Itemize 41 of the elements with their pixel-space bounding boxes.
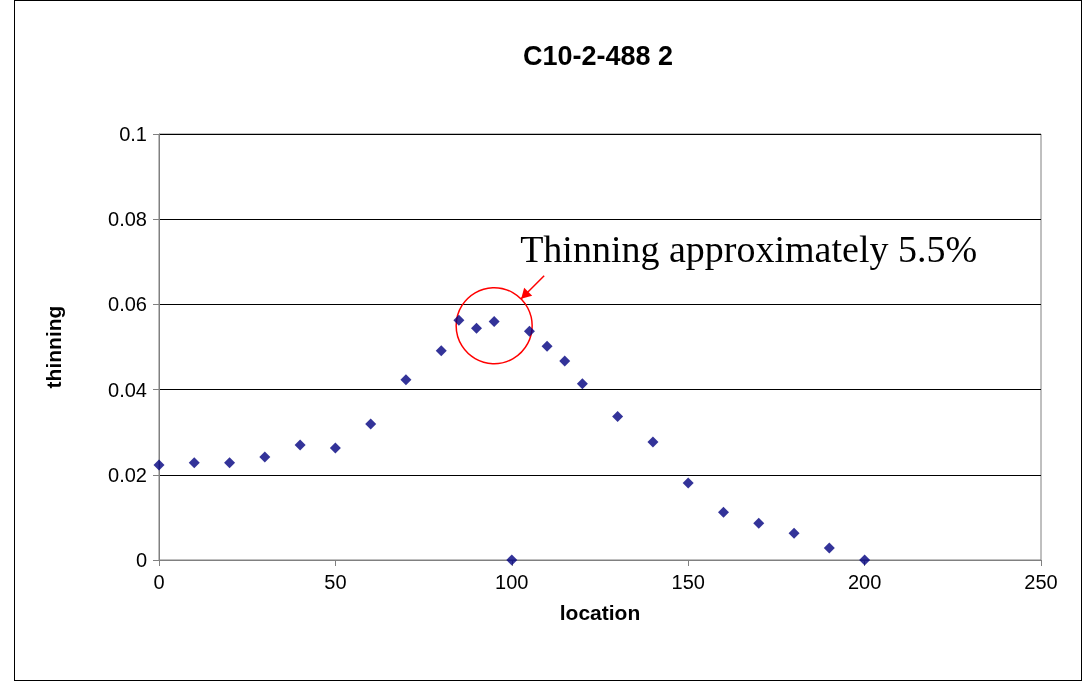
point xyxy=(788,527,800,539)
annotation: Thinning approximately 5.5% xyxy=(520,227,978,270)
y-tick-label: 0.02 xyxy=(108,463,147,486)
point xyxy=(471,322,483,334)
x-tick-label: 0 xyxy=(153,571,165,593)
point xyxy=(576,378,588,390)
x-tick-label: 250 xyxy=(1024,571,1058,593)
point xyxy=(753,517,765,529)
point xyxy=(188,457,200,469)
point xyxy=(435,345,447,357)
y-tick-label: 0.1 xyxy=(119,123,147,145)
point xyxy=(400,374,412,386)
x-axis-title: location xyxy=(559,601,641,624)
point xyxy=(859,554,871,566)
x-tick-label: 200 xyxy=(847,571,882,593)
point xyxy=(612,410,624,422)
point xyxy=(823,542,835,554)
point xyxy=(488,315,500,327)
point xyxy=(717,506,729,518)
point xyxy=(153,459,165,471)
x-tick-label: 50 xyxy=(324,571,347,593)
y-axis-title: thinning xyxy=(42,305,65,389)
x-tick-label: 150 xyxy=(671,571,705,593)
point xyxy=(506,554,518,566)
point xyxy=(559,355,571,367)
point xyxy=(259,451,271,463)
point xyxy=(294,439,306,451)
point xyxy=(523,325,535,337)
y-tick-label: 0.04 xyxy=(108,378,147,401)
y-tick-label: 0 xyxy=(135,549,147,571)
point xyxy=(682,477,694,489)
point xyxy=(541,340,553,352)
point xyxy=(647,436,659,448)
chart-title: C10-2-488 2 xyxy=(522,40,674,71)
y-tick-label: 0.06 xyxy=(108,293,147,316)
x-tick-label: 100 xyxy=(495,571,529,593)
point xyxy=(453,314,465,326)
point xyxy=(329,442,341,454)
point xyxy=(224,457,236,469)
point xyxy=(365,418,377,430)
y-tick-label: 0.08 xyxy=(108,208,147,231)
